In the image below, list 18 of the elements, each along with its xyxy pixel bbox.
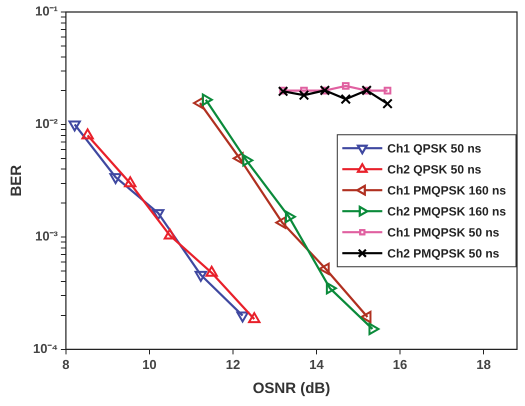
legend-label: Ch2 QPSK 50 ns: [387, 162, 482, 177]
x-tick-label: 12: [226, 356, 240, 372]
y-tick-label: 10⁻²: [35, 116, 59, 132]
x-tick-label: 8: [62, 356, 70, 372]
legend-label: Ch2 PMQPSK 50 ns: [387, 246, 500, 261]
y-axis-title: BER: [8, 164, 26, 197]
x-tick-label: 14: [309, 356, 324, 372]
legend-label: Ch1 PMQPSK 160 ns: [387, 184, 506, 198]
legend-label: Ch1 PMQPSK 50 ns: [387, 226, 500, 240]
x-tick-label: 18: [476, 356, 491, 372]
x-axis-title: OSNR (dB): [252, 380, 330, 398]
legend-label: Ch2 PMQPSK 160 ns: [387, 204, 506, 219]
x-tick-label: 10: [142, 356, 157, 372]
y-tick-label: 10⁻³: [35, 228, 59, 244]
y-tick-label: 10⁻⁴: [33, 340, 58, 356]
x-tick-label: 16: [392, 356, 408, 372]
y-tick-label: 10⁻¹: [35, 4, 58, 19]
legend-label: Ch1 QPSK 50 ns: [387, 142, 482, 156]
